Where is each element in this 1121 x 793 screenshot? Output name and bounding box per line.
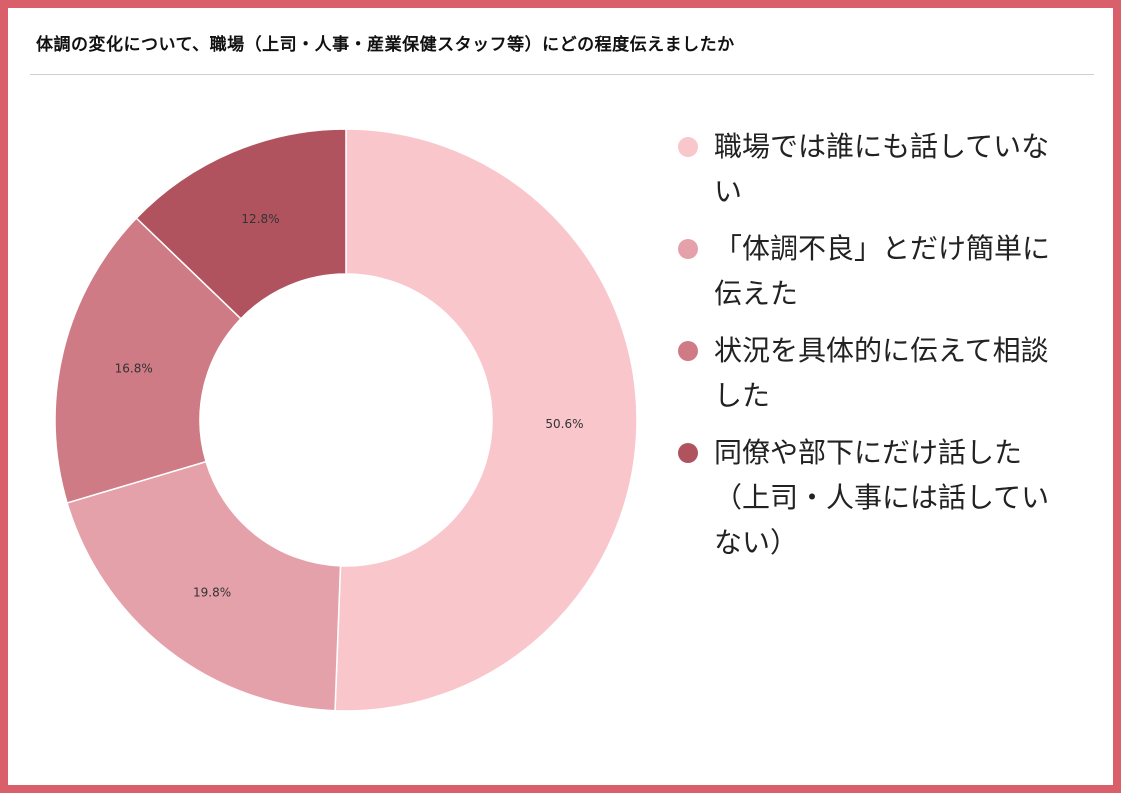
legend-item-1: 職場では誰にも話していない [676, 124, 1076, 214]
slice-value-label-1: 50.6% [545, 417, 583, 431]
legend-item-3: 状況を具体的に伝えて相談した [676, 328, 1076, 418]
title-divider [30, 74, 1094, 75]
legend-swatch-2 [678, 239, 698, 259]
legend-label-2: 「体調不良」とだけ簡単に伝えた [714, 232, 1051, 310]
chart-legend: 職場では誰にも話していない 「体調不良」とだけ簡単に伝えた 状況を具体的に伝えて相談… [676, 124, 1076, 577]
legend-item-4: 同僚や部下にだけ話した（上司・人事には話していない） [676, 430, 1076, 565]
legend-swatch-1 [678, 137, 698, 157]
donut-slice-1 [334, 128, 638, 712]
chart-title: 体調の変化について、職場（上司・人事・産業保健スタッフ等）にどの程度伝えましたか [36, 35, 735, 55]
donut-slice-4 [135, 128, 347, 320]
slice-value-label-4: 12.8% [241, 212, 279, 226]
legend-swatch-3 [678, 341, 698, 361]
legend-label-3: 状況を具体的に伝えて相談した [714, 334, 1049, 412]
slice-value-label-2: 19.8% [193, 586, 231, 600]
donut-slice-3 [54, 217, 242, 504]
slice-value-label-3: 16.8% [115, 361, 153, 375]
donut-slice-2 [66, 460, 342, 712]
legend-label-4: 同僚や部下にだけ話した（上司・人事には話していない） [714, 436, 1050, 559]
legend-label-1: 職場では誰にも話していない [714, 130, 1050, 208]
legend-swatch-4 [678, 443, 698, 463]
legend-item-2: 「体調不良」とだけ簡単に伝えた [676, 226, 1076, 316]
